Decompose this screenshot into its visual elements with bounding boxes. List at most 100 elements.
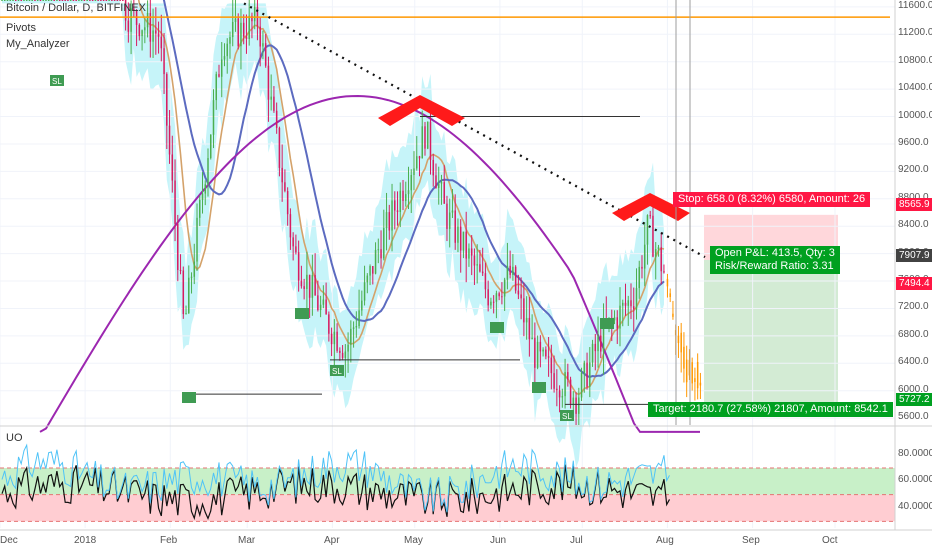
candle-body [457,226,459,243]
candle-body [333,331,336,345]
candle-body [498,293,500,297]
candle-body [306,274,308,290]
candle-body [50,0,53,1]
candle-body [168,125,171,155]
candle-body [278,127,281,168]
candle-body [124,0,127,21]
candle-body [448,212,451,229]
candle-body [171,154,174,181]
candle-body [347,344,349,352]
candle-body [462,231,465,251]
candles-layer [1,0,702,425]
candle-body [138,24,141,37]
candle-body [295,246,297,253]
candle-body [654,249,657,257]
candle-body [111,0,113,1]
candle-body [657,247,660,250]
candle-body [336,331,338,351]
candle-body [580,372,583,398]
candle-body [550,357,553,374]
candle-body [523,298,525,323]
candle-body [512,266,514,275]
current-price-tag: 7494.4 [896,277,932,290]
candle-body [286,191,289,215]
candle-body [586,362,588,387]
candle-body [394,200,396,211]
candle-body [465,231,467,259]
candle-body [75,0,77,1]
candle-body [325,299,327,315]
target-zone [704,259,838,410]
candle-body [492,301,495,303]
candle-body [185,313,187,315]
candle-body [509,265,511,275]
price-tick-label: 11200.0 [898,27,932,39]
candle-body [267,65,270,100]
candle-body [339,350,341,353]
candle-body [146,13,149,28]
candle-body [116,0,119,1]
candle-body [396,210,399,212]
candle-body [12,0,14,1]
position-zones [704,214,838,410]
candle-body [352,327,355,329]
candle-body [179,269,182,271]
candle-body [259,26,261,47]
candle-body [660,247,662,272]
sl-badge [600,318,614,329]
candle-body [273,96,275,111]
candle-body [622,302,624,306]
candle-body [234,18,237,22]
candle-body [600,335,602,352]
price-tick-label: 5600.0 [898,411,929,423]
candle-body [328,314,330,334]
candle-body [635,288,638,310]
target-label[interactable]: Target: 2180.7 (27.58%) 21807, Amount: 8… [648,402,893,417]
candle-body [308,274,311,298]
candle-body [591,343,594,363]
candle-body [91,0,94,1]
sl-badge [50,75,64,86]
time-tick-label: Aug [656,535,674,546]
candle-body [415,156,418,169]
candle-body [366,275,369,283]
candle-body [144,27,146,31]
time-tick-label: Apr [324,535,340,546]
candle-body [454,210,456,243]
grid-layer [0,0,895,528]
candle-body [503,279,506,297]
indicator-analyzer-label: My_Analyzer [6,38,70,50]
sl-badge [330,365,344,376]
candle-body [94,0,97,1]
candle-body [363,282,366,301]
candle-body [481,271,484,274]
candle-body [188,277,190,314]
candle-body [506,265,509,280]
candle-body [166,74,168,126]
axes-layer [0,0,932,531]
candle-body [330,333,333,345]
price-tick-label: 6400.0 [898,356,929,368]
price-tick-label: 6000.0 [898,383,929,395]
candle-body [251,15,253,22]
candle-body [3,0,6,1]
candle-body [594,343,597,352]
time-tick-label: Oct [822,535,838,546]
candle-body [264,43,267,66]
ma-mid-line [162,0,665,379]
candle-body [319,304,322,311]
candle-body [155,30,157,34]
drawings-layer: SL SL SL [0,0,890,425]
projection-body [688,359,691,376]
candle-body [589,362,591,387]
pnl-box[interactable]: Open P&L: 413.5, Qty: 3 Risk/Reward Rati… [710,246,840,274]
stop-label[interactable]: Stop: 658.0 (8.32%) 6580, Amount: 26 [673,192,871,207]
candle-body [369,265,371,276]
candle-body [569,379,572,405]
sl-badge-text: SL [562,412,572,421]
candle-body [141,30,143,37]
candle-body [45,0,47,1]
candle-body [212,100,215,135]
candle-body [542,349,544,352]
